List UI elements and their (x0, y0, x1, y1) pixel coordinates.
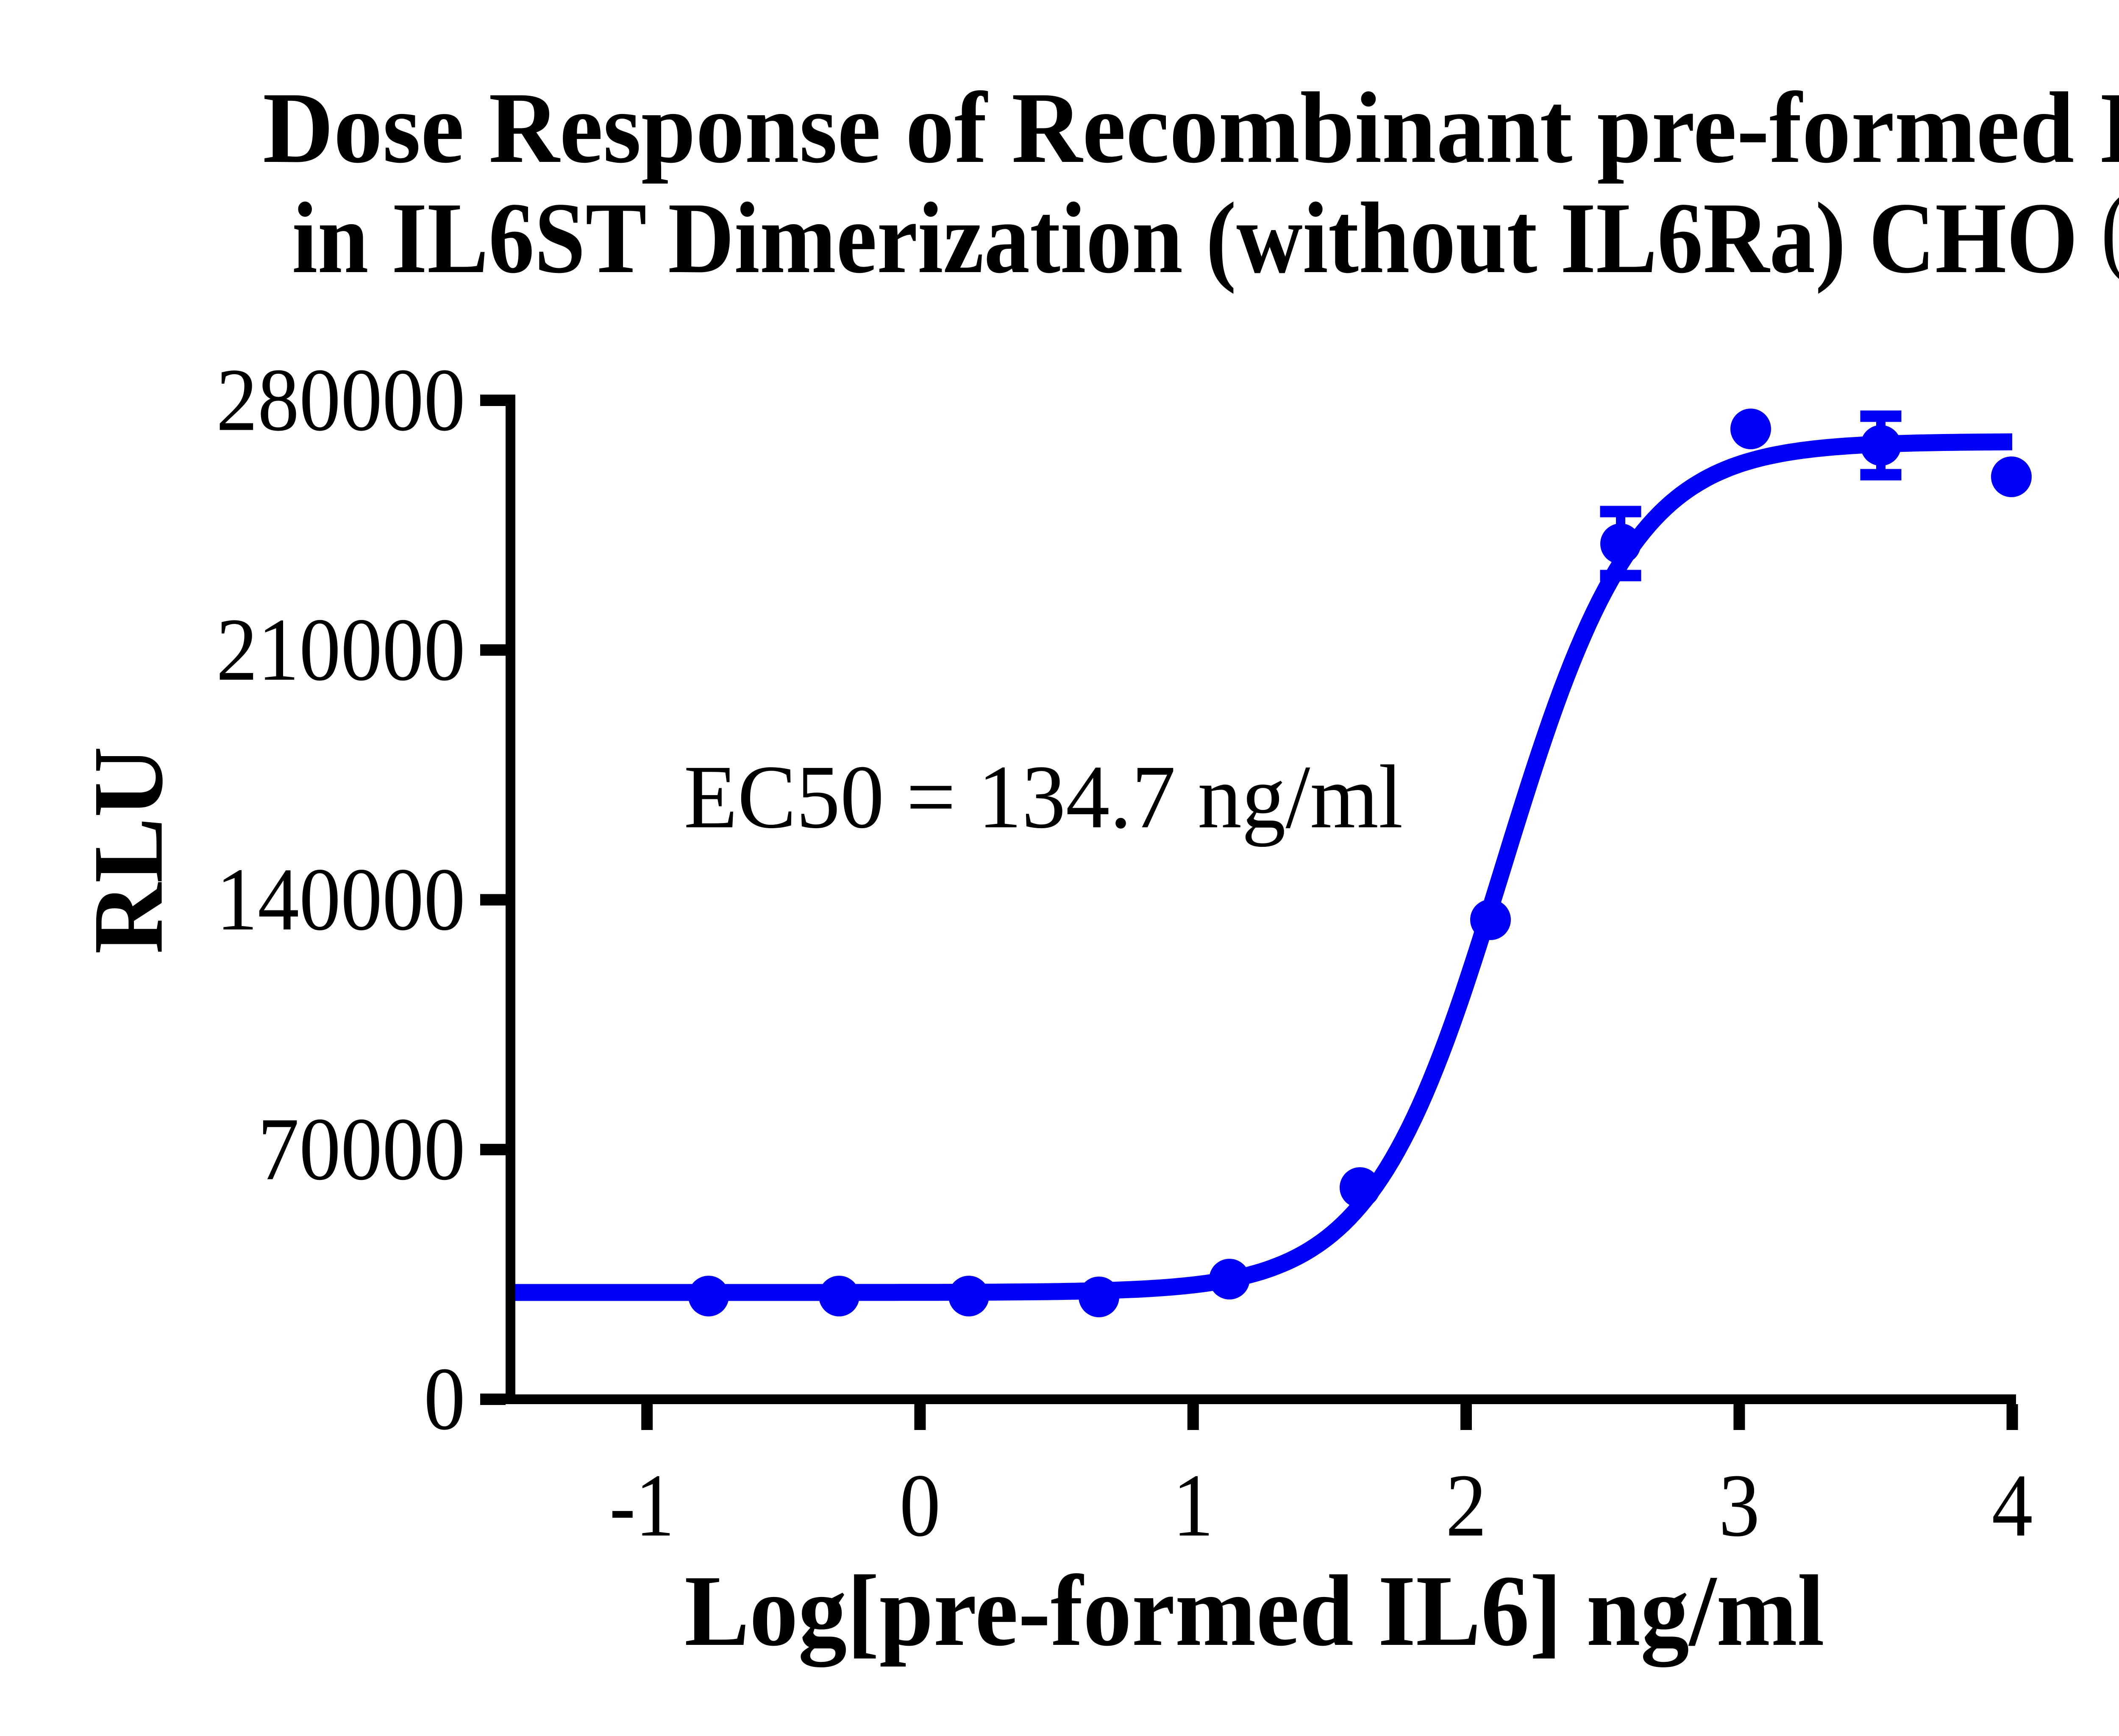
svg-text:2: 2 (1446, 1455, 1487, 1555)
svg-text:0: 0 (424, 1349, 465, 1449)
svg-text:280000: 280000 (216, 350, 465, 450)
svg-text:4: 4 (1992, 1455, 2033, 1555)
svg-text:RLU: RLU (73, 746, 184, 954)
svg-text:Dose Response of Recombinant p: Dose Response of Recombinant pre-formed … (263, 71, 2119, 184)
svg-text:-1: -1 (609, 1455, 674, 1555)
svg-text:1: 1 (1173, 1455, 1214, 1555)
svg-text:210000: 210000 (216, 600, 465, 699)
svg-text:3: 3 (1719, 1455, 1760, 1555)
svg-text:70000: 70000 (258, 1099, 465, 1199)
svg-text:(: ( (2101, 172, 2119, 285)
svg-text:EC50 = 134.7 ng/ml: EC50 = 134.7 ng/ml (684, 747, 1403, 847)
svg-text:0: 0 (899, 1455, 940, 1555)
svg-text:Log[pre-formed IL6] ng/ml: Log[pre-formed IL6] ng/ml (684, 1554, 1824, 1667)
svg-text:140000: 140000 (216, 849, 465, 949)
svg-text:in IL6ST Dimerization (without: in IL6ST Dimerization (without IL6Ra) CH… (292, 181, 2078, 294)
